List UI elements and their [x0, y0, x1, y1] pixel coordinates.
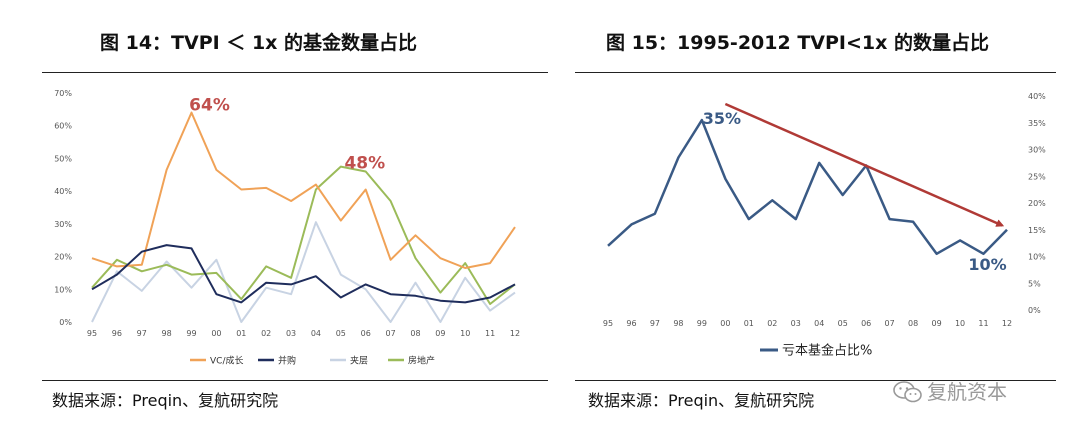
x-tick-label: 01	[236, 329, 246, 338]
y-tick-label: 60%	[54, 122, 72, 131]
x-tick-label: 03	[286, 329, 296, 338]
legend-label-vc: VC/成长	[210, 355, 243, 367]
data-label: 64%	[189, 96, 230, 116]
x-tick-label: 96	[112, 329, 122, 338]
wechat-icon	[893, 381, 922, 403]
left-data-source: 数据来源：Preqin、复航研究院	[52, 391, 279, 410]
left-top-divider	[42, 72, 548, 73]
series-line-realestate	[91, 165, 516, 305]
x-tick-label: 97	[650, 319, 660, 328]
y-tick-label: 50%	[54, 154, 72, 163]
series-line-vc	[91, 111, 516, 269]
legend-label-buyout: 并购	[278, 355, 296, 367]
x-tick-label: 00	[211, 329, 221, 338]
x-tick-label: 02	[261, 329, 271, 338]
right-line-chart: 0% 5% 10% 15% 20% 25% 30% 35% 40% 95 96 97 98 99 00 01 0…	[603, 92, 1046, 359]
y-tick-label: 25%	[1028, 172, 1046, 181]
watermark: 复航资本	[893, 376, 1007, 405]
x-tick-label: 06	[861, 319, 871, 328]
y-tick-label: 10%	[1028, 253, 1046, 262]
data-label: 10%	[968, 255, 1006, 274]
x-tick-label: 05	[336, 329, 346, 338]
x-tick-label: 10	[460, 329, 470, 338]
x-tick-label: 12	[510, 329, 520, 338]
y-tick-label: 15%	[1028, 226, 1046, 235]
x-tick-label: 04	[311, 329, 321, 338]
right-data-source: 数据来源：Preqin、复航研究院	[588, 391, 815, 410]
y-tick-label: 20%	[1028, 199, 1046, 208]
x-tick-label: 99	[697, 319, 707, 328]
right-top-divider	[575, 72, 1056, 73]
left-bottom-divider	[42, 380, 548, 381]
legend-label-loss: 亏本基金占比%	[782, 343, 872, 359]
y-tick-label: 30%	[54, 220, 72, 229]
x-tick-label: 12	[1002, 319, 1012, 328]
x-tick-label: 00	[720, 319, 730, 328]
legend-label-mezz: 夹层	[350, 355, 368, 367]
x-tick-label: 01	[744, 319, 754, 328]
x-tick-label: 11	[978, 319, 988, 328]
x-tick-label: 05	[838, 319, 848, 328]
x-tick-label: 07	[885, 319, 895, 328]
legend-label-realestate: 房地产	[408, 355, 435, 367]
watermark-text: 复航资本	[927, 380, 1007, 404]
x-tick-label: 10	[955, 319, 965, 328]
x-tick-label: 04	[814, 319, 824, 328]
x-tick-label: 11	[485, 329, 495, 338]
y-tick-label: 5%	[1028, 279, 1041, 288]
right-bottom-divider	[575, 380, 1056, 381]
x-tick-label: 02	[767, 319, 777, 328]
left-chart-title: 图 14：TVPI ＜ 1x 的基金数量占比	[100, 32, 418, 54]
trend-arrow	[724, 102, 1005, 227]
x-tick-label: 98	[162, 329, 172, 338]
y-tick-label: 30%	[1028, 146, 1046, 155]
x-tick-label: 98	[673, 319, 683, 328]
x-tick-label: 95	[603, 319, 613, 328]
y-tick-label: 0%	[59, 318, 72, 327]
x-tick-label: 03	[791, 319, 801, 328]
x-tick-label: 06	[361, 329, 371, 338]
x-tick-label: 09	[435, 329, 445, 338]
y-tick-label: 40%	[54, 187, 72, 196]
y-tick-label: 10%	[54, 285, 72, 294]
x-tick-label: 97	[137, 329, 147, 338]
x-tick-label: 08	[908, 319, 918, 328]
y-tick-label: 0%	[1028, 306, 1041, 315]
x-tick-label: 96	[626, 319, 636, 328]
x-tick-label: 08	[410, 329, 420, 338]
y-tick-label: 70%	[54, 89, 72, 98]
x-tick-label: 99	[186, 329, 196, 338]
data-label: 35%	[703, 109, 741, 128]
y-tick-label: 35%	[1028, 119, 1046, 128]
y-tick-label: 40%	[1028, 92, 1046, 101]
x-tick-label: 09	[931, 319, 941, 328]
left-line-chart: 0% 10% 20% 30% 40% 50% 60% 70% 95 96 97 98 99 00 01 02 0…	[54, 89, 520, 367]
x-tick-label: 07	[385, 329, 395, 338]
series-line-loss	[607, 118, 1008, 256]
right-chart-title: 图 15：1995-2012 TVPI<1x 的数量占比	[606, 32, 989, 54]
data-label: 48%	[344, 154, 385, 174]
x-tick-label: 95	[87, 329, 97, 338]
y-tick-label: 20%	[54, 253, 72, 262]
series-line-buyout	[91, 244, 516, 304]
